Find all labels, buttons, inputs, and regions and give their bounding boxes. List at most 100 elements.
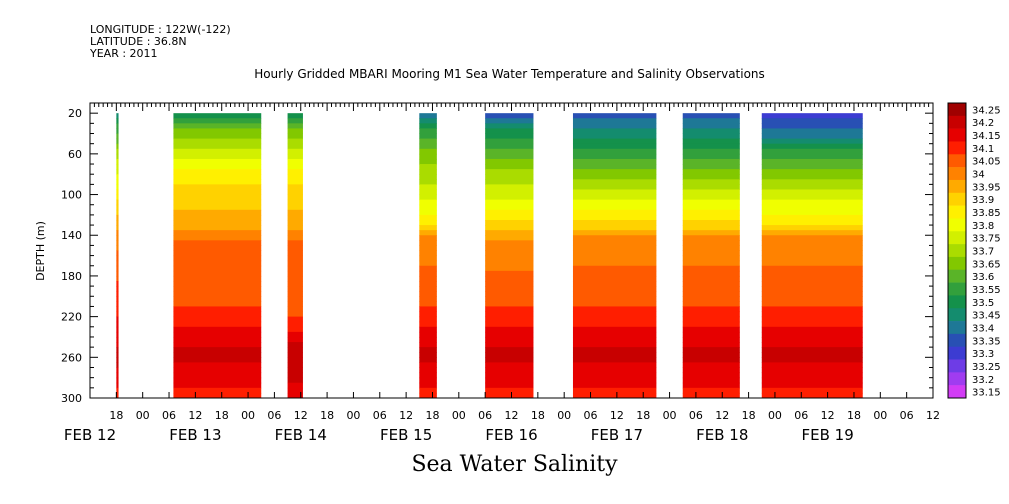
salinity-cell — [116, 387, 119, 394]
salinity-cell — [485, 164, 534, 170]
salinity-cell — [682, 270, 740, 277]
salinity-cell — [485, 225, 534, 231]
salinity-cell — [485, 336, 534, 343]
salinity-cell — [173, 143, 262, 150]
salinity-cell — [287, 128, 303, 135]
salinity-cell — [572, 316, 657, 323]
salinity-cell — [682, 179, 740, 185]
salinity-cell — [761, 143, 863, 150]
salinity-cell — [116, 148, 119, 155]
salinity-cell — [485, 265, 534, 272]
salinity-cell — [173, 235, 262, 241]
salinity-cell — [419, 250, 437, 257]
x-tick-label: 00 — [346, 409, 360, 422]
salinity-cell — [682, 372, 740, 379]
salinity-cell — [419, 316, 437, 323]
salinity-cell — [682, 331, 740, 338]
salinity-cell — [419, 153, 437, 160]
salinity-cell — [419, 194, 437, 201]
salinity-cell — [116, 352, 119, 358]
salinity-cell — [572, 250, 657, 257]
salinity-cell — [572, 336, 657, 343]
salinity-cell — [761, 321, 863, 328]
salinity-cell — [419, 336, 437, 343]
salinity-cell — [682, 169, 740, 175]
salinity-cell — [572, 311, 657, 318]
salinity-cell — [287, 169, 303, 175]
salinity-cell — [761, 306, 863, 313]
salinity-cell — [485, 113, 534, 119]
salinity-cell — [419, 179, 437, 185]
salinity-cell — [572, 362, 657, 368]
colorbar-swatch — [948, 205, 966, 219]
salinity-cell — [572, 352, 657, 358]
y-tick-label: 220 — [61, 311, 82, 324]
colorbar-label: 34.15 — [972, 131, 1001, 142]
salinity-cell — [485, 342, 534, 348]
salinity-cell — [419, 321, 437, 328]
salinity-cell — [116, 286, 119, 292]
salinity-cell — [419, 143, 437, 150]
salinity-cell — [572, 153, 657, 160]
salinity-cell — [419, 392, 437, 398]
salinity-cell — [287, 372, 303, 379]
salinity-cell — [485, 270, 534, 277]
salinity-cell — [116, 230, 119, 236]
salinity-cell — [287, 194, 303, 201]
salinity-cell — [485, 367, 534, 374]
salinity-cell — [173, 331, 262, 338]
colorbar-swatch — [948, 359, 966, 373]
salinity-cell — [572, 387, 657, 394]
salinity-cell — [485, 326, 534, 333]
y-tick-label: 20 — [68, 107, 82, 120]
salinity-cell — [572, 230, 657, 236]
salinity-cell — [761, 138, 863, 145]
salinity-cell — [287, 275, 303, 282]
salinity-cell — [173, 362, 262, 368]
data-block-6 — [682, 113, 740, 398]
salinity-cell — [173, 158, 262, 165]
x-date-label: FEB 15 — [380, 426, 432, 444]
salinity-cell — [682, 209, 740, 216]
salinity-cell — [173, 184, 262, 190]
salinity-cell — [419, 164, 437, 170]
x-tick-label: 18 — [425, 409, 439, 422]
salinity-cell — [485, 306, 534, 313]
salinity-cell — [682, 311, 740, 318]
salinity-cell — [173, 138, 262, 145]
salinity-cell — [682, 326, 740, 333]
salinity-cell — [419, 377, 437, 384]
salinity-cell — [419, 372, 437, 379]
salinity-cell — [682, 204, 740, 211]
salinity-cell — [572, 377, 657, 384]
salinity-cell — [572, 189, 657, 196]
salinity-cell — [485, 382, 534, 389]
salinity-cell — [761, 367, 863, 374]
colorbar-label: 33.4 — [972, 323, 994, 334]
salinity-cell — [116, 133, 119, 140]
salinity-cell — [572, 209, 657, 216]
salinity-cell — [485, 230, 534, 236]
salinity-cell — [173, 347, 262, 353]
salinity-cell — [116, 347, 119, 353]
salinity-cell — [761, 270, 863, 277]
salinity-cell — [682, 164, 740, 170]
salinity-cell — [761, 128, 863, 135]
salinity-cell — [287, 133, 303, 140]
salinity-cell — [761, 392, 863, 398]
salinity-cell — [485, 148, 534, 155]
colorbar-label: 34.05 — [972, 157, 1001, 168]
salinity-cell — [761, 382, 863, 389]
salinity-cell — [419, 296, 437, 302]
y-tick-label: 180 — [61, 270, 82, 283]
salinity-cell — [761, 377, 863, 384]
salinity-cell — [761, 301, 863, 307]
salinity-cell — [116, 321, 119, 328]
salinity-cell — [485, 260, 534, 267]
salinity-cell — [572, 255, 657, 262]
salinity-cell — [572, 347, 657, 353]
colorbar-swatch — [948, 128, 966, 142]
salinity-cell — [761, 362, 863, 368]
salinity-cell — [419, 342, 437, 348]
salinity-cell — [572, 164, 657, 170]
